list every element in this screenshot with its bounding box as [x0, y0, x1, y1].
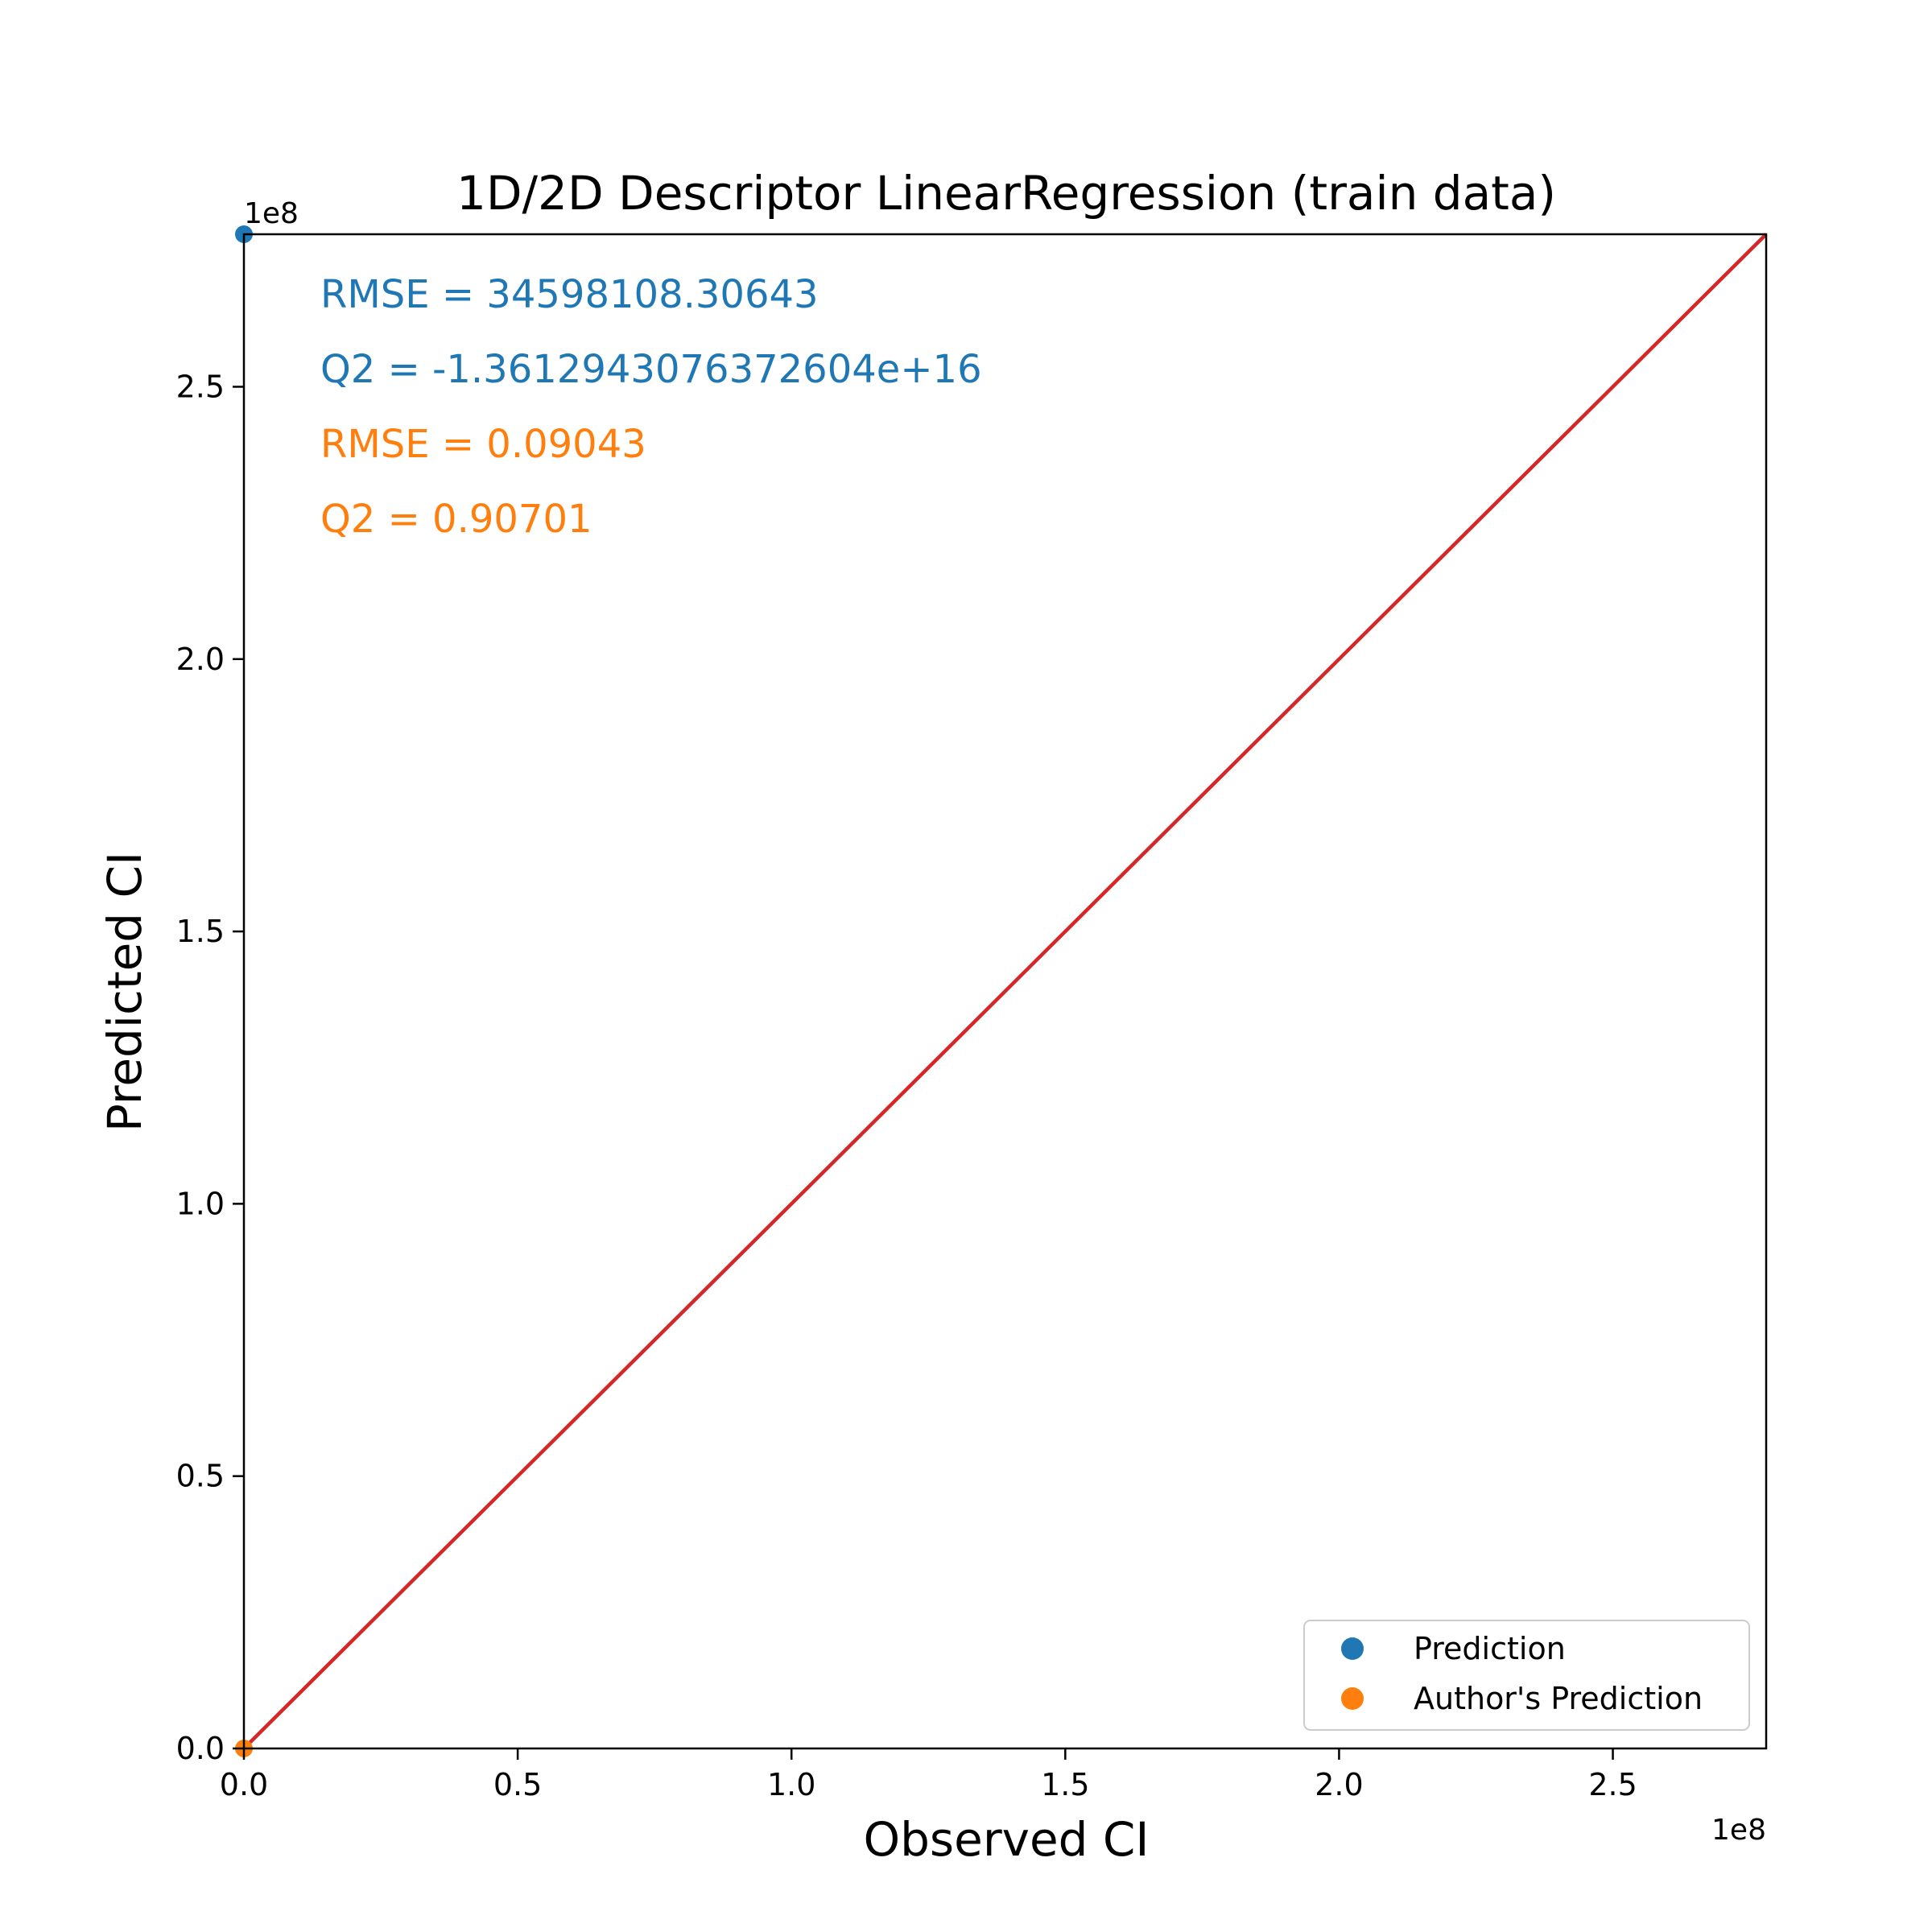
- reference-line: [242, 233, 1768, 1750]
- legend-marker: [1341, 1637, 1364, 1660]
- x-tick-label: 2.5: [1588, 1767, 1637, 1802]
- metric-annotation: RMSE = 34598108.30643: [320, 272, 819, 317]
- x-axis-ticks: 0.0 0.5 1.0 1.5 2.0 2.5: [220, 1748, 1637, 1802]
- metric-annotation: Q2 = -1.3612943076372604e+16: [320, 347, 982, 392]
- y-tick-label: 2.5: [176, 369, 225, 404]
- plot-frame: [242, 233, 1768, 1750]
- y-tick-label: 1.0: [176, 1186, 225, 1221]
- y-tick-label: 1.5: [176, 914, 225, 949]
- legend-marker: [1341, 1687, 1364, 1710]
- y-tick-label: 2.0: [176, 642, 225, 677]
- x-tick-label: 0.0: [220, 1767, 268, 1802]
- x-tick-label: 0.5: [493, 1767, 542, 1802]
- y-axis-label: Predicted CI: [97, 852, 152, 1132]
- y-offset-label: 1e8: [244, 197, 299, 230]
- y-axis-ticks: 0.0 0.5 1.0 1.5 2.0 2.5: [176, 369, 244, 1766]
- chart-title: 1D/2D Descriptor LinearRegression (train…: [456, 166, 1556, 221]
- x-tick-label: 1.0: [767, 1767, 815, 1802]
- metric-annotation: Q2 = 0.90701: [320, 497, 592, 542]
- legend-label: Prediction: [1414, 1631, 1566, 1666]
- x-axis-label: Observed CI: [863, 1812, 1149, 1867]
- x-offset-label: 1e8: [1711, 1814, 1766, 1847]
- metric-annotations: RMSE = 34598108.30643 Q2 = -1.36129430763…: [320, 272, 982, 542]
- legend: Prediction Author's Prediction: [1303, 1620, 1750, 1731]
- x-tick-label: 2.0: [1315, 1767, 1363, 1802]
- legend-box: [1303, 1620, 1750, 1731]
- y-tick-label: 0.5: [176, 1459, 225, 1494]
- y-tick-label: 0.0: [176, 1731, 225, 1766]
- legend-label: Author's Prediction: [1414, 1681, 1703, 1716]
- x-tick-label: 1.5: [1041, 1767, 1089, 1802]
- metric-annotation: RMSE = 0.09043: [320, 422, 646, 467]
- legend-items: Prediction Author's Prediction: [1341, 1631, 1703, 1716]
